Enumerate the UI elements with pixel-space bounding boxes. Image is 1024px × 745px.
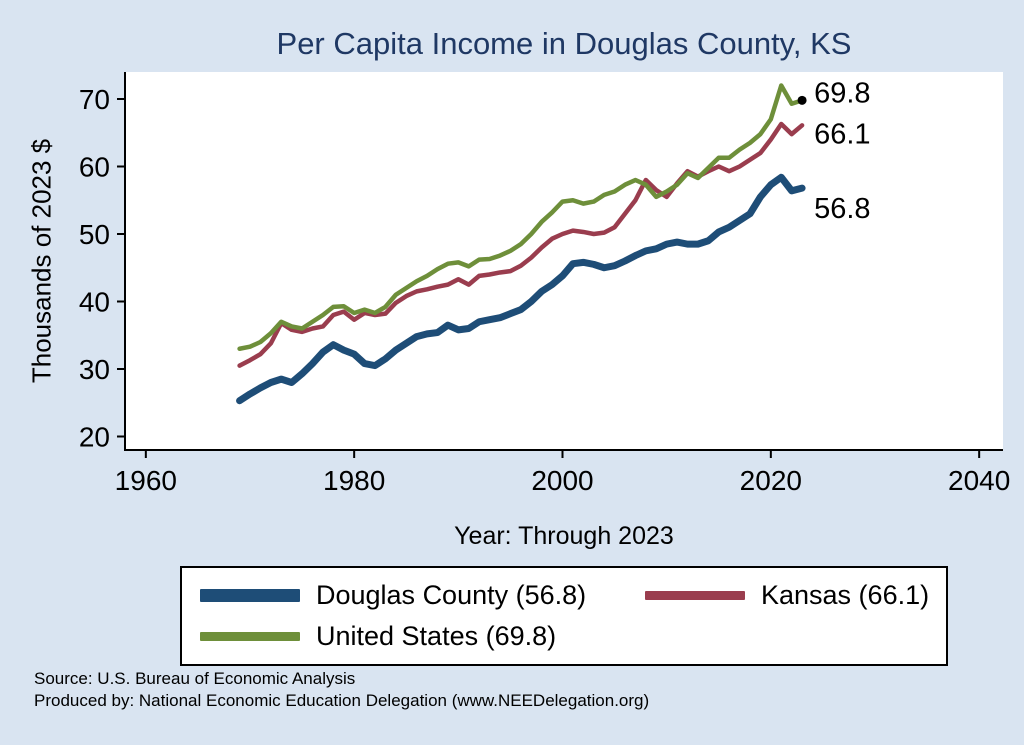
legend: Douglas County (56.8) Kansas (66.1) Unit… (125, 566, 1003, 666)
x-axis-title: Year: Through 2023 (454, 522, 674, 550)
legend-box: Douglas County (56.8) Kansas (66.1) Unit… (180, 566, 948, 666)
chart-plot: 20 30 40 50 60 70 1960 1980 2000 2020 2040 56.8 66.1… (79, 72, 1010, 496)
series-line-kansas (237, 121, 805, 368)
series-line-united-states (237, 83, 805, 351)
x-tick-label: 1960 (115, 465, 177, 496)
legend-label: Kansas (66.1) (761, 580, 930, 610)
series-end-label-kansas: 66.1 (814, 118, 870, 150)
y-tick-label: 40 (79, 287, 110, 318)
x-tick-label: 2040 (948, 465, 1010, 496)
legend-swatch (200, 632, 300, 641)
legend-item: Douglas County (56.8) (200, 580, 645, 611)
footer: Source: U.S. Bureau of Economic Analysis… (34, 668, 649, 712)
y-tick-label: 20 (79, 422, 110, 453)
chart-title: Per Capita Income in Douglas County, KS (276, 26, 852, 61)
produced-by-note: Produced by: National Economic Education… (34, 691, 650, 710)
y-tick-label: 30 (79, 354, 110, 385)
legend-swatch (200, 589, 300, 602)
y-tick-label: 50 (79, 219, 110, 250)
legend-label: Douglas County (56.8) (316, 580, 587, 610)
series-line-douglas-county (236, 173, 806, 405)
series-end-label-douglas-county: 56.8 (814, 193, 870, 225)
legend-item: Kansas (66.1) (645, 580, 936, 611)
legend-label: United States (69.8) (316, 621, 557, 651)
x-tick-label: 2020 (740, 465, 802, 496)
source-note: Source: U.S. Bureau of Economic Analysis (34, 669, 356, 688)
y-tick-label: 70 (79, 84, 110, 115)
plot-area (125, 72, 1003, 450)
legend-item: United States (69.8) (200, 621, 645, 652)
x-tick-label: 2000 (531, 465, 593, 496)
legend-swatch (645, 591, 745, 600)
series-end-label-united-states: 69.8 (814, 77, 870, 109)
x-tick-label: 1980 (323, 465, 385, 496)
series-end-dot-united-states (797, 95, 807, 105)
y-tick-label: 60 (79, 152, 110, 183)
